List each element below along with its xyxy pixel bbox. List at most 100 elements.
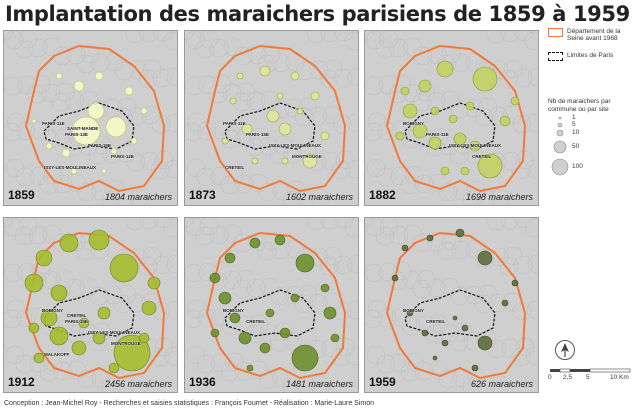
map-title: Implantation des maraichers parisiens de… xyxy=(5,2,630,26)
place-label: PARIS-13E xyxy=(65,132,88,137)
commune-outline xyxy=(4,122,22,142)
place-label: PARIS-11E xyxy=(223,121,246,126)
commune-outline xyxy=(414,174,434,194)
commune-outline xyxy=(76,54,96,74)
maraicher-circle xyxy=(110,147,118,155)
commune-outline xyxy=(283,331,303,351)
commune-outline xyxy=(76,241,96,261)
place-label: BOBIGNY xyxy=(223,308,245,313)
commune-outline xyxy=(187,112,207,132)
size-label-50: 50 xyxy=(572,143,580,150)
commune-outline xyxy=(113,294,133,314)
maraicher-circle xyxy=(448,114,458,124)
size-legend-circle-1 xyxy=(558,116,562,120)
commune-outline xyxy=(376,354,396,374)
commune-outline xyxy=(320,218,340,230)
maraicher-circle xyxy=(469,140,481,152)
maraicher-circle xyxy=(418,79,432,93)
commune-outline xyxy=(478,284,498,304)
commune-outline xyxy=(153,218,173,229)
commune-outline xyxy=(347,67,358,87)
place-label: BOBIGNY xyxy=(403,308,425,313)
place-label: ISSY-LES-MOULINEAUX xyxy=(88,330,141,335)
maraicher-circle xyxy=(310,91,320,101)
commune-outline xyxy=(526,113,538,133)
size-legend-circle-100 xyxy=(551,158,569,176)
scale-label-5: 5 xyxy=(586,374,590,381)
maraicher-circle xyxy=(276,92,284,100)
maraicher-circle xyxy=(61,148,71,158)
maraicher-circle xyxy=(49,326,69,346)
commune-outline xyxy=(298,284,318,304)
maraicher-circle xyxy=(35,249,53,267)
maraicher-circle xyxy=(406,309,414,317)
commune-outline xyxy=(41,83,61,103)
commune-outline xyxy=(117,97,137,117)
commune-outline xyxy=(365,263,384,283)
department-boundary xyxy=(205,44,347,193)
commune-outline xyxy=(125,31,145,44)
commune-outline xyxy=(319,256,339,276)
place-label: CRETEIL xyxy=(426,319,446,324)
maraicher-circle xyxy=(430,106,440,116)
commune-outline xyxy=(514,31,534,42)
maraicher-circle xyxy=(477,250,493,266)
map-panel-1859: PARIS-11E PARIS-13E PARIS-15E PARIS-12E ISSY… xyxy=(3,30,178,206)
commune-outline xyxy=(511,160,531,180)
commune-outline xyxy=(438,369,458,389)
maraicher-circle xyxy=(33,352,45,364)
commune-outline xyxy=(150,160,170,180)
commune-outline xyxy=(320,31,340,43)
commune-outline xyxy=(474,294,494,314)
commune-outline xyxy=(185,122,203,142)
commune-outline xyxy=(400,362,420,382)
maraicher-circle xyxy=(59,233,79,253)
commune-outline xyxy=(319,69,339,89)
maraicher-circle xyxy=(302,153,318,169)
commune-outline xyxy=(258,182,278,202)
commune-outline xyxy=(5,158,25,178)
commune-outline xyxy=(344,218,358,238)
commune-outline xyxy=(365,309,383,329)
commune-outline xyxy=(282,377,302,392)
commune-outline xyxy=(236,82,256,102)
maraicher-circle xyxy=(428,136,442,150)
commune-outline xyxy=(152,255,172,275)
commune-outline xyxy=(114,61,134,81)
paris-boundary xyxy=(224,289,316,337)
commune-outline xyxy=(5,345,25,365)
commune-outline xyxy=(503,246,523,266)
commune-outline xyxy=(294,107,314,127)
maraicher-circle xyxy=(274,234,286,246)
commune-outline xyxy=(449,332,469,352)
commune-outline xyxy=(258,369,278,389)
place-label: CRETEIL xyxy=(472,154,492,159)
commune-outline xyxy=(416,269,436,289)
maraicher-circle xyxy=(412,123,428,139)
commune-outline xyxy=(503,59,523,79)
commune-outline xyxy=(221,129,241,149)
scale-bar: 0 2,5 5 10 Km xyxy=(548,368,638,388)
commune-outline xyxy=(500,218,520,230)
size-label-10: 10 xyxy=(572,129,580,136)
maraicher-circle xyxy=(290,293,300,303)
commune-outline xyxy=(379,218,399,236)
commune-outline xyxy=(220,175,240,195)
commune-outline xyxy=(236,269,256,289)
commune-outline xyxy=(77,369,97,389)
maraicher-circle xyxy=(402,103,418,119)
commune-outline xyxy=(379,31,399,49)
maraicher-circle xyxy=(124,86,134,96)
commune-outline xyxy=(152,68,172,88)
commune-outline xyxy=(164,346,177,366)
maraicher-circle xyxy=(452,315,458,321)
commune-outline xyxy=(249,127,269,147)
commune-outline xyxy=(139,218,159,230)
maraicher-circle xyxy=(279,327,291,339)
commune-outline xyxy=(527,67,538,87)
commune-outline xyxy=(209,38,229,58)
department-swatch xyxy=(548,28,563,37)
maraicher-circle xyxy=(461,324,469,332)
commune-outline xyxy=(196,354,216,374)
map-svg-1873 xyxy=(185,31,358,205)
